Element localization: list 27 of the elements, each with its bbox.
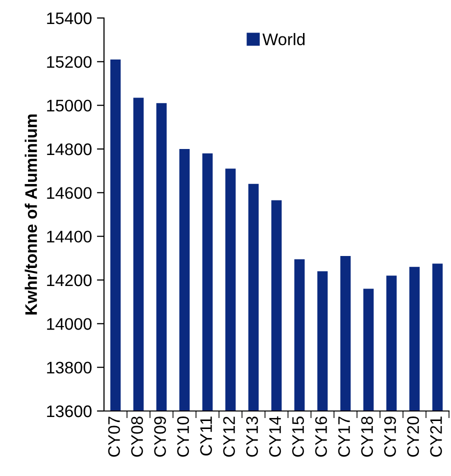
x-tick-label: CY08 [131, 416, 143, 457]
x-tick-label: CY18 [361, 416, 373, 457]
x-tick-label: CY13 [246, 416, 258, 457]
x-tick-label: CY21 [430, 416, 442, 457]
y-tick-label: 15000 [47, 100, 92, 112]
x-tick-label: CY16 [315, 416, 327, 457]
y-tick-label: 14800 [47, 143, 92, 156]
y-tick-label: 14600 [47, 187, 92, 199]
x-tick-label: CY14 [269, 416, 281, 457]
y-tick-label: 15200 [47, 56, 92, 68]
y-tick-label: 13800 [47, 362, 92, 374]
y-tick-label: 13600 [47, 405, 92, 418]
y-tick-label: 15400 [47, 12, 92, 24]
y-axis-title: Kwhr/tonne of Aluminium [24, 114, 38, 314]
y-tick-label: 14000 [47, 318, 92, 330]
x-tick-label: CY17 [338, 416, 350, 457]
x-tick-label: CY07 [108, 416, 120, 457]
x-tick-label: CY15 [292, 416, 304, 457]
y-tick-label: 14400 [47, 230, 92, 243]
x-tick-label: CY19 [384, 416, 396, 457]
x-tick-label: CY11 [200, 416, 212, 456]
y-tick-label: 14200 [47, 274, 92, 286]
legend-label: World [262, 33, 305, 46]
x-tick-label: CY12 [223, 416, 235, 457]
x-tick-label: CY20 [407, 416, 419, 457]
x-tick-label: CY10 [177, 416, 189, 457]
x-tick-label: CY09 [154, 416, 166, 457]
